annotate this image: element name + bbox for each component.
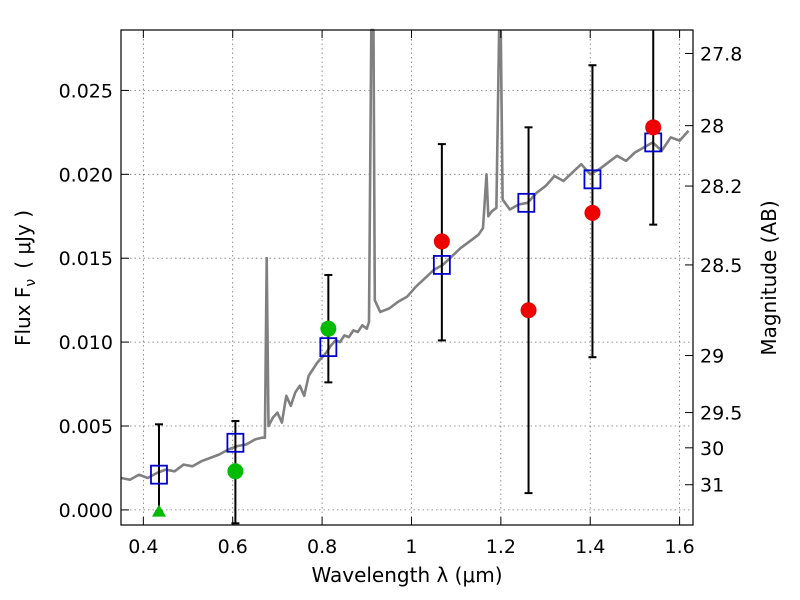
x-tick-label: 1.6 [664, 536, 694, 558]
y-tick-label: 0.025 [59, 80, 113, 102]
optical-flux-point [227, 463, 244, 480]
y-tick-label: 0.005 [59, 416, 113, 438]
y-tick-label: 0.010 [59, 332, 113, 354]
y2-tick-label: 29.5 [700, 403, 742, 425]
secondary-y-axis-label: Magnitude (AB) [757, 200, 781, 355]
y-axis-label: Flux Fν ( μJy ) [11, 210, 39, 346]
y-axis-label-main: Flux F [11, 287, 35, 346]
model-photometry-marker [319, 337, 338, 358]
axis-ticks: 0.4 0.6 0.8 1 1.2 1.4 1.6 0.000 0.005 0.010 0.015 0… [59, 30, 742, 558]
plot-area-background [121, 30, 693, 525]
upper-limit-marker [151, 504, 166, 517]
x-tick-label: 1 [405, 536, 417, 558]
markers-layer [150, 119, 663, 517]
y-tick-label: 0.015 [59, 248, 113, 270]
y2-tick-label: 27.8 [700, 43, 742, 65]
x-tick-label: 0.4 [128, 536, 158, 558]
x-tick-label: 0.8 [307, 536, 337, 558]
y2-tick-label: 31 [700, 475, 724, 497]
optical-flux-point [320, 320, 337, 337]
y2-tick-label: 28 [700, 116, 724, 138]
y-tick-label: 0.020 [59, 164, 113, 186]
x-tick-label: 1.2 [486, 536, 516, 558]
observed-flux-point [645, 119, 662, 136]
x-tick-label: 1.4 [575, 536, 605, 558]
model-photometry-marker [583, 169, 602, 190]
observed-flux-point [520, 302, 537, 319]
y-axis-label-subscript: ν [23, 279, 39, 287]
grid-lines [121, 30, 693, 525]
y2-tick-label: 28.5 [700, 255, 742, 277]
model-photometry-marker [517, 192, 536, 213]
y-tick-label: 0.000 [59, 500, 113, 522]
y2-tick-label: 29 [700, 346, 724, 368]
y2-tick-label: 28.2 [700, 176, 742, 198]
observed-flux-point [584, 204, 601, 221]
y2-tick-label: 30 [700, 438, 724, 460]
model-photometry-marker [432, 255, 451, 275]
observed-flux-point [433, 233, 450, 250]
x-axis-label: Wavelength λ (μm) [311, 563, 502, 587]
plot-frame [120, 29, 694, 526]
model-photometry-marker [150, 464, 168, 485]
x-tick-label: 0.6 [218, 536, 248, 558]
y-axis-label-unit: ( μJy ) [11, 210, 35, 269]
model-photometry-marker [226, 432, 245, 453]
